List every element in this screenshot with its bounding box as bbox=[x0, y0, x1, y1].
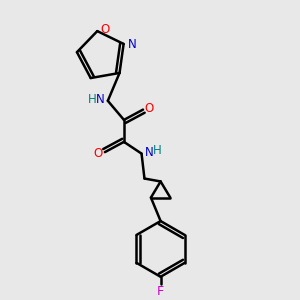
Text: O: O bbox=[94, 147, 103, 160]
Text: O: O bbox=[100, 23, 109, 36]
Text: F: F bbox=[157, 285, 164, 298]
Text: O: O bbox=[145, 102, 154, 115]
Text: N: N bbox=[128, 38, 136, 51]
Text: N: N bbox=[95, 93, 104, 106]
Text: H: H bbox=[153, 144, 161, 157]
Text: H: H bbox=[88, 93, 97, 106]
Text: N: N bbox=[145, 146, 154, 159]
